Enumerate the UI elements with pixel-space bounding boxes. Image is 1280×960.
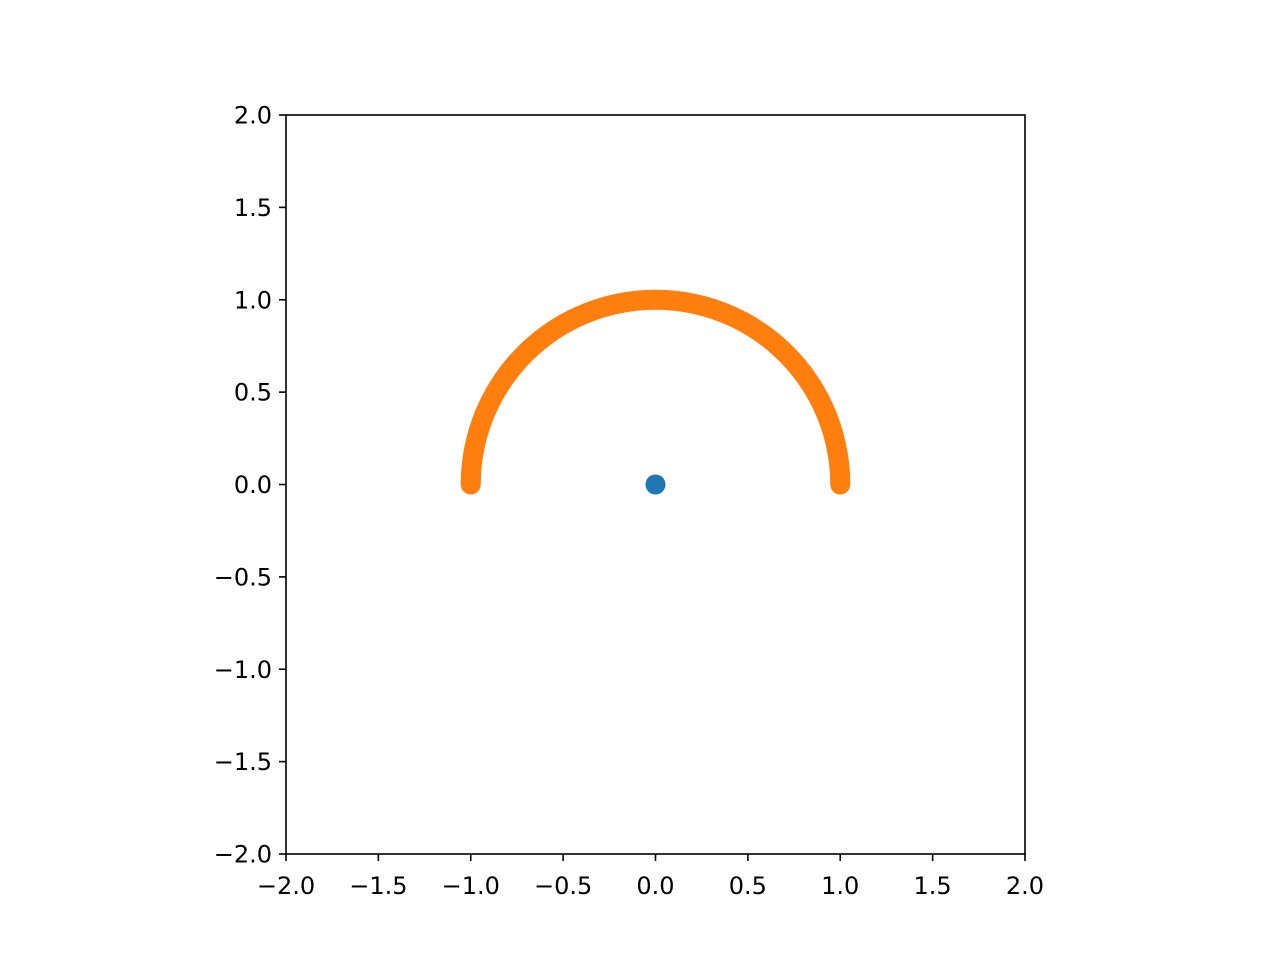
x-tick-label: −0.5 xyxy=(534,872,592,900)
series-layer xyxy=(460,289,851,495)
y-tick-label: 2.0 xyxy=(234,102,272,130)
y-tick-label: −1.0 xyxy=(214,656,272,684)
series-blue-point xyxy=(645,474,666,495)
y-tick-label: 0.0 xyxy=(234,471,272,499)
y-tick-label: −2.0 xyxy=(214,841,272,869)
x-tick-label: 1.5 xyxy=(914,872,952,900)
x-tick-label: −2.0 xyxy=(257,872,315,900)
y-tick-label: −1.5 xyxy=(214,748,272,776)
y-axis: −2.0 −1.5 −1.0 −0.5 0.0 0.5 1.0 1.5 2.0 xyxy=(214,102,286,869)
y-tick-label: 0.5 xyxy=(234,379,272,407)
series-orange-arc xyxy=(460,289,851,495)
y-tick-label: 1.0 xyxy=(234,286,272,314)
x-tick-label: 2.0 xyxy=(1006,872,1044,900)
arc-point xyxy=(460,474,481,495)
y-tick-label: 1.5 xyxy=(234,194,272,222)
x-tick-label: −1.0 xyxy=(442,872,500,900)
x-tick-label: 0.0 xyxy=(636,872,674,900)
x-tick-label: 1.0 xyxy=(821,872,859,900)
x-axis: −2.0 −1.5 −1.0 −0.5 0.0 0.5 1.0 1.5 2.0 xyxy=(257,854,1044,900)
y-tick-label: −0.5 xyxy=(214,563,272,591)
x-tick-label: −1.5 xyxy=(349,872,407,900)
center-point xyxy=(645,474,666,495)
x-tick-label: 0.5 xyxy=(729,872,767,900)
